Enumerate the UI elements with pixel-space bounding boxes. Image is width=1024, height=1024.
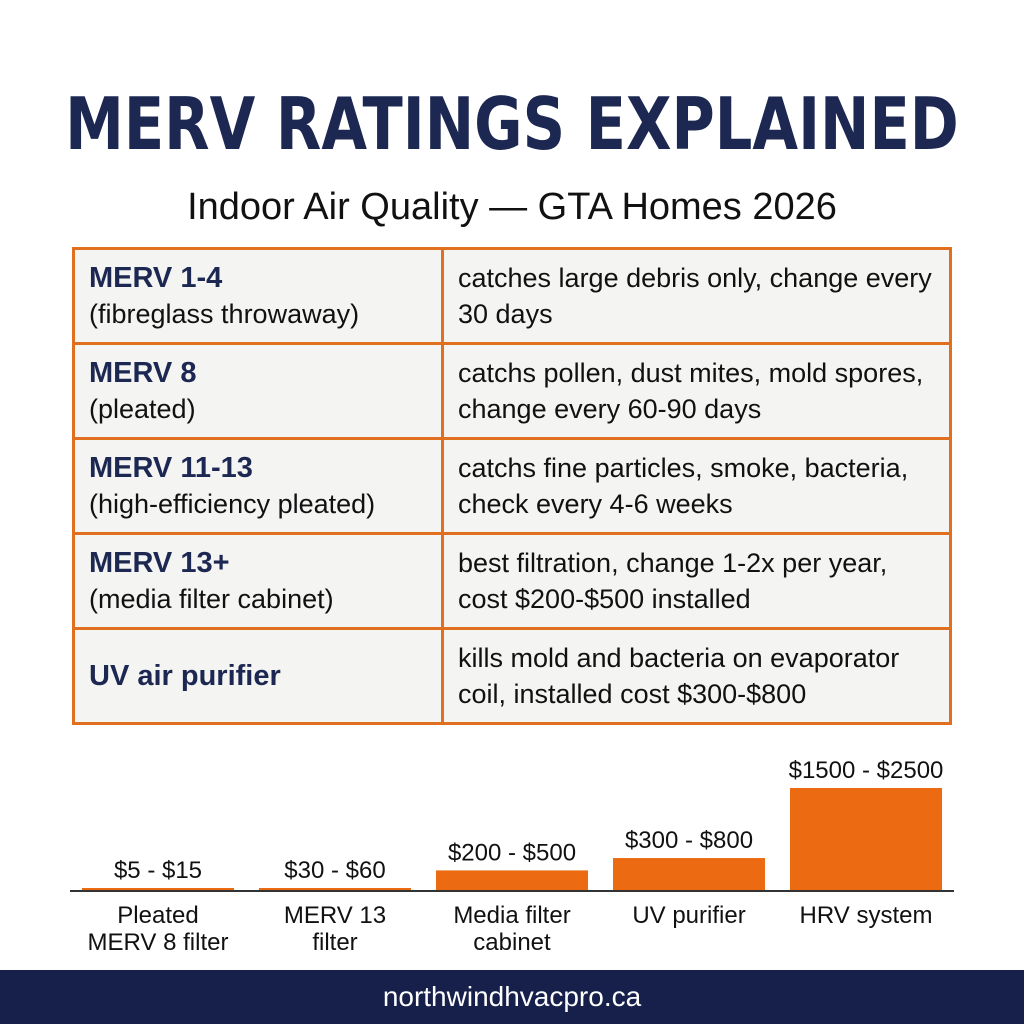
category-label: UV purifier [632,902,745,929]
filter-subtitle: (high-efficiency pleated) [89,489,376,519]
filter-description: catchs pollen, dust mites, mold spores, … [441,342,952,440]
category-label: MERV 13 [284,902,386,929]
table-row: MERV 13+ (media filter cabinet) best filtr… [72,532,952,630]
filter-type-cell: MERV 13+ (media filter cabinet) [72,532,444,630]
category-label: Media filter [453,902,570,929]
filter-name: MERV 1-4 [89,262,223,294]
title-container: MERV RATINGS EXPLAINED [0,84,1024,164]
bar [82,888,234,891]
bar-data-label: $30 - $60 [284,857,385,884]
filter-type-cell: MERV 11-13 (high-efficiency pleated) [72,437,444,535]
bar-data-label: $5 - $15 [114,857,202,884]
merv-table: MERV 1-4 (fibreglass throwaway) catches la… [72,247,952,725]
bar-data-label: $200 - $500 [448,839,576,866]
bar-data-label: $300 - $800 [625,827,753,854]
filter-subtitle: (media filter cabinet) [89,584,334,614]
table-row: MERV 1-4 (fibreglass throwaway) catches la… [72,247,952,345]
filter-description: catchs fine particles, smoke, bacteria, … [441,437,952,535]
filter-subtitle: (fibreglass throwaway) [89,299,360,329]
category-label: HRV system [800,902,933,929]
filter-description: kills mold and bacteria on evaporator co… [441,627,952,725]
category-label: filter [312,929,357,956]
filter-description: catches large debris only, change every … [441,247,952,345]
page-subtitle: Indoor Air Quality — GTA Homes 2026 [187,186,837,228]
filter-name: MERV 13+ [89,547,230,579]
footer-website[interactable]: northwindhvacpro.ca [0,970,1024,1024]
table-row: UV air purifier kills mold and bacteria o… [72,627,952,725]
bar [436,870,588,891]
filter-type-cell: MERV 8 (pleated) [72,342,444,440]
page-title: MERV RATINGS EXPLAINED [65,82,959,166]
filter-name: UV air purifier [89,660,281,692]
table-row: MERV 8 (pleated) catchs pollen, dust mites… [72,342,952,440]
bar [613,858,765,891]
category-label: Pleated [117,902,198,929]
category-label: cabinet [473,929,551,956]
bar [259,888,411,891]
filter-name: MERV 8 [89,357,197,389]
filter-type-cell: UV air purifier [72,627,444,725]
filter-subtitle: (pleated) [89,394,196,424]
filter-type-cell: MERV 1-4 (fibreglass throwaway) [72,247,444,345]
bar [790,788,942,891]
table-row: MERV 11-13 (high-efficiency pleated) catch… [72,437,952,535]
filter-name: MERV 11-13 [89,452,253,484]
bar-data-label: $1500 - $2500 [789,757,944,784]
filter-description: best filtration, change 1-2x per year, c… [441,532,952,630]
category-label: MERV 8 filter [88,929,229,956]
